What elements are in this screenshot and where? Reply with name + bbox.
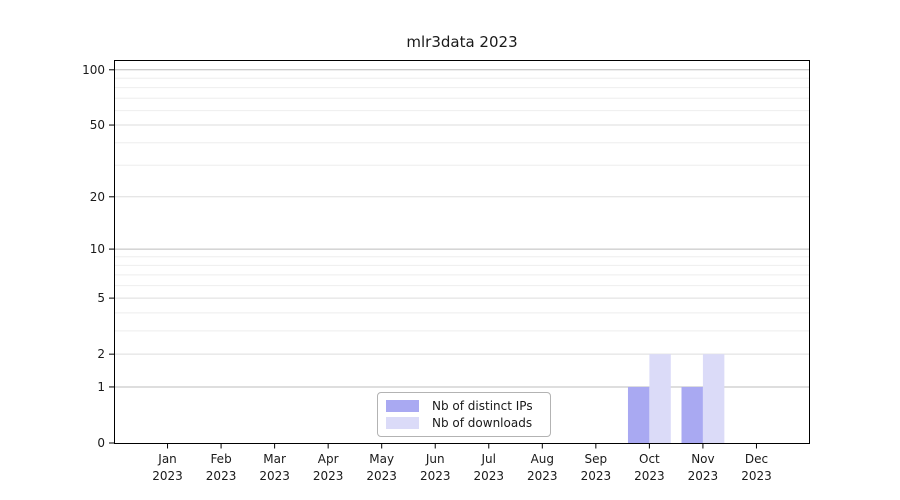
x-tick-label-jun-2023: Jun 2023: [420, 452, 451, 483]
x-tick-label-aug-2023: Aug 2023: [527, 452, 558, 483]
bar-nb-of-downloads-oct-2023: [649, 354, 671, 443]
y-tick-label-100: 100: [82, 63, 105, 77]
x-tick-label-jul-2023: Jul 2023: [473, 452, 504, 483]
chart-title: mlr3data 2023: [406, 33, 518, 51]
x-tick-label-sep-2023: Sep 2023: [581, 452, 612, 483]
y-tick-label-1: 1: [97, 380, 105, 394]
bar-nb-of-distinct-ips-oct-2023: [627, 386, 650, 443]
legend-item-downloads: Nb of downloads: [386, 415, 540, 430]
bar-nb-of-distinct-ips-nov-2023: [681, 386, 703, 443]
x-tick-label-jan-2023: Jan 2023: [152, 452, 183, 483]
legend-swatch-downloads: [386, 416, 419, 429]
x-tick-label-mar-2023: Mar 2023: [259, 452, 290, 483]
legend-label-downloads: Nb of downloads: [432, 415, 533, 430]
y-tick-label-5: 5: [97, 291, 105, 305]
x-tick-label-dec-2023: Dec 2023: [741, 452, 772, 483]
y-tick-label-20: 20: [90, 190, 105, 204]
x-tick-label-nov-2023: Nov 2023: [688, 452, 719, 483]
x-tick-label-may-2023: May 2023: [366, 452, 397, 483]
y-tick-label-50: 50: [90, 118, 105, 132]
legend-swatch-distinct-ips: [386, 400, 419, 413]
x-tick-label-oct-2023: Oct 2023: [634, 452, 665, 483]
y-tick-label-10: 10: [90, 242, 105, 256]
legend-item-distinct-ips: Nb of distinct IPs: [386, 399, 540, 414]
x-tick-label-apr-2023: Apr 2023: [313, 452, 344, 483]
y-tick-label-0: 0: [97, 436, 105, 450]
y-tick-label-2: 2: [97, 347, 105, 361]
x-tick-label-feb-2023: Feb 2023: [206, 452, 237, 483]
legend-label-distinct-ips: Nb of distinct IPs: [432, 399, 533, 414]
bar-nb-of-downloads-nov-2023: [702, 354, 725, 443]
legend: Nb of distinct IPs Nb of downloads: [377, 392, 551, 437]
plot-border: [114, 60, 810, 444]
